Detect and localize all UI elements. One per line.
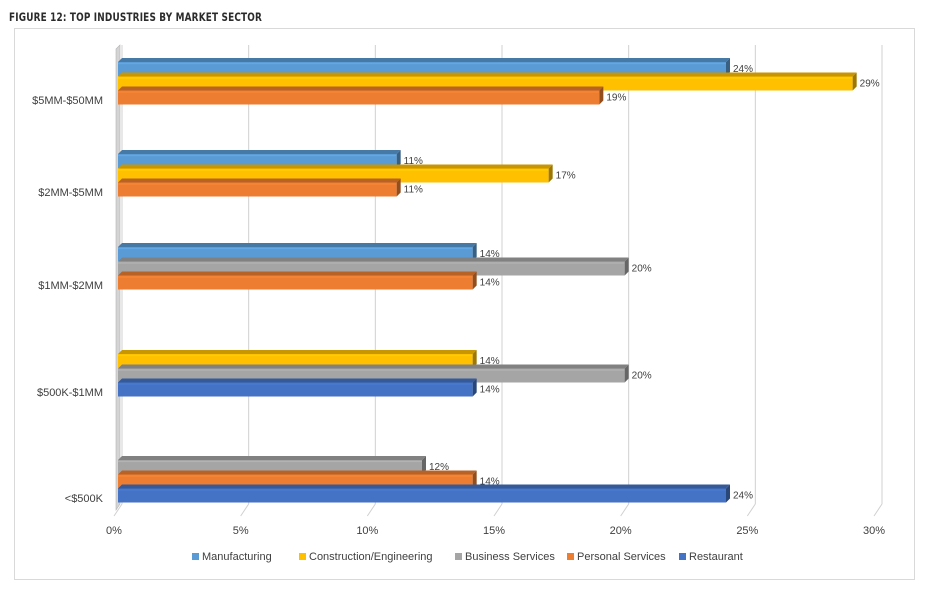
category-label: $5MM-$50MM: [32, 95, 103, 107]
bar-1mm-2mm-business-services-end: [624, 257, 629, 276]
bar-5mm-50mm-personal-services-end: [599, 86, 604, 105]
bar-5mm-50mm-construction-engineering-top: [118, 72, 857, 77]
x-tick-label: 15%: [483, 525, 505, 537]
x-tick-label: 5%: [233, 525, 249, 537]
data-label: 17%: [556, 171, 576, 182]
bar-1mm-2mm-business-services-top: [118, 257, 629, 262]
x-tick-label: 30%: [863, 525, 885, 537]
bar-5mm-50mm-construction-engineering-end: [852, 72, 857, 91]
data-label: 14%: [480, 249, 500, 260]
gridline-floor: [113, 503, 123, 517]
bar-5mm-50mm-manufacturing-end: [726, 58, 730, 76]
legend-label-restaurant: Restaurant: [689, 551, 743, 563]
gridline-floor: [493, 503, 503, 517]
gridline-floor: [620, 503, 630, 517]
bar-1mm-2mm-manufacturing-end: [472, 243, 477, 261]
gridline-floor: [873, 503, 883, 517]
data-label: 29%: [860, 79, 880, 90]
bar-500k-restaurant-end: [726, 484, 730, 503]
bar-500k-1mm-construction-engineering-top: [118, 350, 477, 354]
bar-500k-restaurant-top: [118, 484, 730, 489]
bar-500k-1mm-business-services-top: [118, 364, 629, 369]
data-label: 14%: [480, 356, 500, 367]
legend-label-personal-services: Personal Services: [577, 551, 666, 563]
bar-5mm-50mm-personal-services-top: [118, 86, 604, 91]
bar-5mm-50mm-manufacturing-top: [118, 58, 730, 62]
category-label: <$500K: [65, 493, 104, 505]
gridline-floor: [746, 503, 756, 517]
data-label: 11%: [404, 156, 423, 167]
legend-label-construction-engineering: Construction/Engineering: [309, 551, 433, 563]
bar-2mm-5mm-construction-engineering-end: [548, 164, 553, 183]
category-label: $1MM-$2MM: [38, 280, 103, 292]
bar-500k-business-services-top: [118, 456, 426, 460]
bar-1mm-2mm-personal-services-top: [118, 271, 477, 276]
chart-frame: [14, 28, 915, 580]
bar-500k-personal-services-end: [472, 470, 477, 489]
data-label: 20%: [632, 264, 652, 275]
data-label: 12%: [429, 462, 449, 473]
x-tick-label: 10%: [356, 525, 378, 537]
data-label: 20%: [632, 371, 652, 382]
gridline-floor: [240, 503, 250, 517]
legend-swatch-business-services: [455, 553, 462, 560]
category-label: $2MM-$5MM: [38, 187, 103, 199]
bar-2mm-5mm-manufacturing-top: [118, 150, 401, 154]
bar-500k-personal-services-top: [118, 470, 477, 475]
bar-500k-business-services-end: [422, 456, 426, 474]
data-label: 14%: [480, 477, 500, 488]
bar-500k-1mm-business-services-end: [624, 364, 629, 383]
legend-swatch-personal-services: [567, 553, 574, 560]
bar-500k-1mm-restaurant-end: [472, 378, 477, 397]
bar-1mm-2mm-personal-services-end: [472, 271, 477, 290]
legend-swatch-manufacturing: [192, 553, 199, 560]
figure-title: FIGURE 12: TOP INDUSTRIES BY MARKET SECT…: [9, 10, 263, 24]
data-label: 24%: [733, 64, 753, 75]
data-label: 14%: [480, 385, 500, 396]
bar-500k-1mm-restaurant: [118, 382, 473, 397]
x-tick-label: 25%: [736, 525, 758, 537]
bar-2mm-5mm-personal-services-end: [396, 178, 401, 197]
bar-500k-restaurant: [118, 488, 726, 503]
bar-2mm-5mm-personal-services-top: [118, 178, 401, 183]
x-tick-label: 0%: [106, 525, 122, 537]
bar-500k-1mm-construction-engineering-end: [472, 350, 477, 368]
category-label: $500K-$1MM: [37, 387, 103, 399]
bar-1mm-2mm-manufacturing-top: [118, 243, 477, 247]
data-label: 19%: [606, 93, 626, 104]
legend-label-manufacturing: Manufacturing: [202, 551, 272, 563]
gridline-floor: [366, 503, 376, 517]
data-label: 11%: [404, 185, 423, 196]
data-label: 24%: [733, 491, 753, 502]
bar-2mm-5mm-personal-services: [118, 182, 397, 197]
data-label: 14%: [480, 278, 500, 289]
bar-2mm-5mm-construction-engineering-top: [118, 164, 553, 169]
legend-swatch-restaurant: [679, 553, 686, 560]
x-tick-label: 20%: [610, 525, 632, 537]
bar-5mm-50mm-personal-services: [118, 90, 600, 105]
bar-2mm-5mm-manufacturing-end: [396, 150, 401, 168]
bar-500k-1mm-restaurant-top: [118, 378, 477, 383]
legend-swatch-construction-engineering: [299, 553, 306, 560]
bar-1mm-2mm-personal-services: [118, 275, 473, 290]
legend-label-business-services: Business Services: [465, 551, 555, 563]
